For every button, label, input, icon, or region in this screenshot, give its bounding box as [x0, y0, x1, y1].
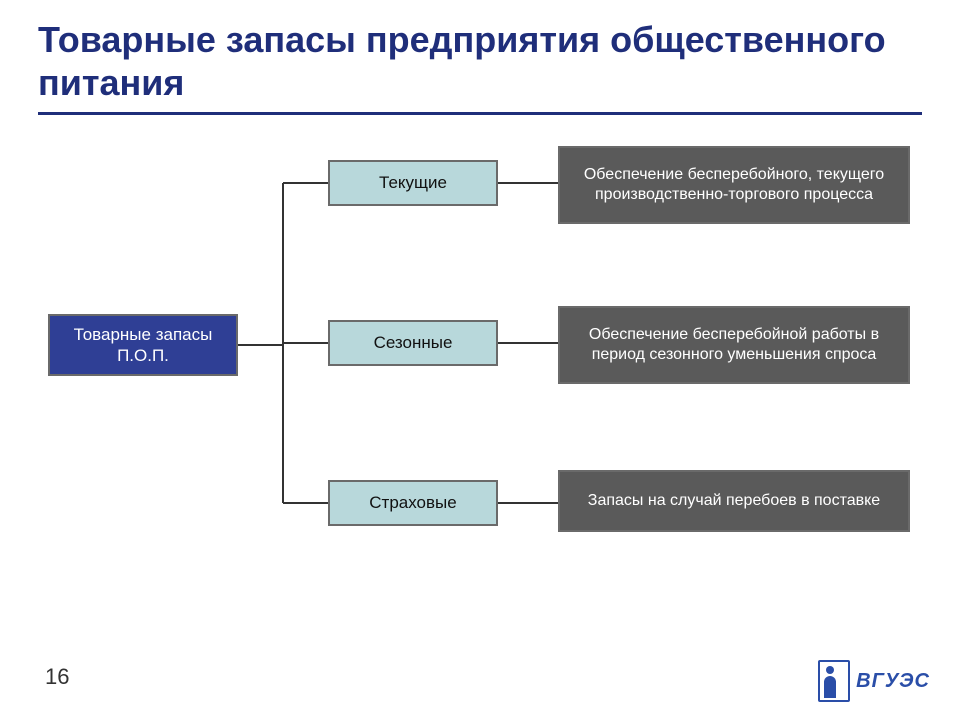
slide-title: Товарные запасы предприятия общественног…: [38, 18, 922, 104]
category-node-1: Сезонные: [328, 320, 498, 366]
logo-text: ВГУЭС: [856, 670, 930, 693]
connector-link-0: [498, 182, 558, 184]
category-node-2: Страховые: [328, 480, 498, 526]
description-node-1: Обеспечение бесперебойной работы в перио…: [558, 306, 910, 384]
title-underline: [38, 112, 922, 115]
category-node-0: Текущие: [328, 160, 498, 206]
description-node-0: Обеспечение бесперебойного, текущего про…: [558, 146, 910, 224]
logo-icon: [818, 660, 850, 702]
description-node-2: Запасы на случай перебоев в поставке: [558, 470, 910, 532]
connector-link-2: [498, 502, 558, 504]
connector-link-1: [498, 342, 558, 344]
footer-logo: ВГУЭС: [818, 660, 930, 702]
connector-branch-0: [283, 182, 328, 184]
root-node: Товарные запасы П.О.П.: [48, 314, 238, 376]
connector-branch-1: [283, 342, 328, 344]
connector-branch-2: [283, 502, 328, 504]
connector-root-stub: [238, 344, 283, 346]
page-number: 16: [45, 664, 69, 690]
diagram-canvas: Товарные запасы П.О.П. Текущие Обеспечение…: [38, 140, 922, 600]
connector-trunk: [282, 183, 284, 503]
